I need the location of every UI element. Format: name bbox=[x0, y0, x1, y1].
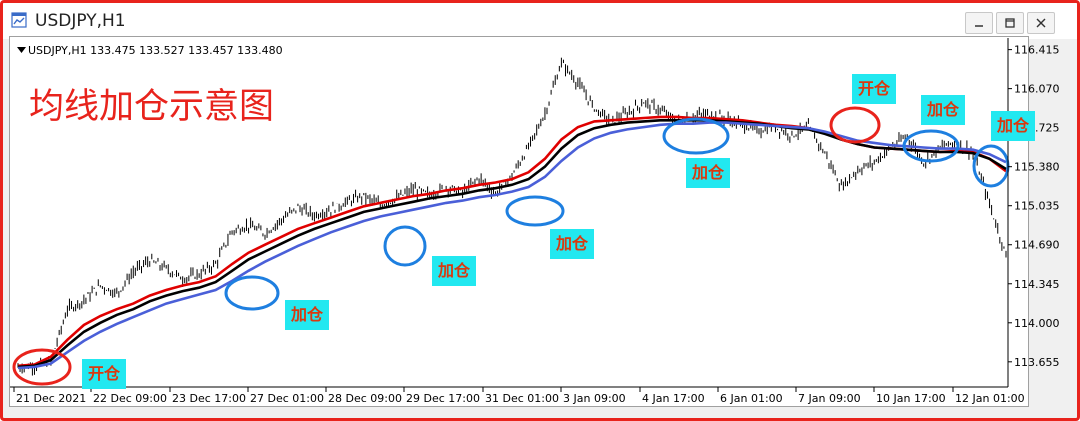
add-circle-2 bbox=[383, 225, 427, 267]
time-tick-label: 28 Dec 09:00 bbox=[328, 392, 402, 405]
time-tick-label: 7 Jan 09:00 bbox=[798, 392, 861, 405]
moving-averages bbox=[17, 115, 1007, 370]
minimize-button[interactable] bbox=[965, 12, 993, 34]
time-tick-label: 6 Jan 01:00 bbox=[720, 392, 783, 405]
tag-add-1: 加仓 bbox=[285, 300, 330, 330]
tag-add-5: 加仓 bbox=[921, 95, 966, 125]
price-tick-label: 116.415 bbox=[1014, 44, 1060, 57]
price-tick-label: 114.000 bbox=[1014, 317, 1060, 330]
restore-button[interactable] bbox=[996, 12, 1024, 34]
time-tick-label: 12 Jan 01:00 bbox=[955, 392, 1025, 405]
price-tick-label: 114.345 bbox=[1014, 278, 1060, 291]
annotation-title: 均线加仓示意图 bbox=[29, 87, 275, 127]
restore-icon bbox=[1005, 18, 1015, 28]
tag-add-3: 加仓 bbox=[550, 229, 595, 259]
tag-add-4: 加仓 bbox=[686, 158, 731, 188]
tag-add-2: 加仓 bbox=[432, 256, 477, 286]
window-titlebar[interactable]: USDJPY,H1 bbox=[3, 3, 1077, 39]
ma-fast-line bbox=[17, 115, 1007, 368]
ma-mid-line bbox=[17, 119, 1007, 369]
time-tick-label: 4 Jan 17:00 bbox=[642, 392, 705, 405]
tag-open-1: 开仓 bbox=[82, 359, 127, 389]
time-tick-label: 23 Dec 17:00 bbox=[172, 392, 246, 405]
price-tick-label: 115.035 bbox=[1014, 200, 1060, 213]
chart-window-icon bbox=[11, 12, 27, 28]
tag-add-6: 加仓 bbox=[991, 111, 1036, 141]
time-tick-label: 10 Jan 17:00 bbox=[876, 392, 946, 405]
add-circle-3 bbox=[505, 195, 565, 227]
price-axis: 116.415116.070115.725115.380115.035114.6… bbox=[1007, 38, 1060, 387]
time-tick-label: 31 Dec 01:00 bbox=[485, 392, 559, 405]
add-circle-1 bbox=[224, 275, 280, 311]
time-tick-label: 3 Jan 09:00 bbox=[563, 392, 626, 405]
time-tick-label: 27 Dec 01:00 bbox=[250, 392, 324, 405]
time-tick-label: 29 Dec 17:00 bbox=[406, 392, 480, 405]
minimize-icon bbox=[975, 25, 983, 27]
time-tick-label: 21 Dec 2021 bbox=[16, 392, 86, 405]
price-tick-label: 113.655 bbox=[1014, 356, 1060, 369]
tag-open-2: 开仓 bbox=[852, 74, 897, 104]
add-circle-5 bbox=[902, 129, 960, 163]
time-axis: 21 Dec 2021 22 Dec 09:00 23 Dec 17:00 27 De… bbox=[10, 386, 1025, 405]
close-button[interactable] bbox=[1027, 12, 1055, 34]
close-icon bbox=[1036, 18, 1046, 28]
open-circle-2 bbox=[829, 106, 881, 144]
time-tick-label: 22 Dec 09:00 bbox=[93, 392, 167, 405]
ohlc-readout: USDJPY,H1 133.475 133.527 133.457 133.48… bbox=[28, 44, 283, 57]
ma-slow-line bbox=[17, 121, 1007, 370]
open-circle-1 bbox=[12, 348, 72, 386]
entry-circles bbox=[12, 106, 1010, 386]
price-tick-label: 114.690 bbox=[1014, 239, 1060, 252]
price-tick-label: 115.380 bbox=[1014, 161, 1060, 174]
symbol-dropdown-icon[interactable] bbox=[17, 47, 26, 53]
add-circle-4 bbox=[662, 117, 730, 155]
price-tick-label: 116.070 bbox=[1014, 83, 1060, 96]
window-title: USDJPY,H1 bbox=[35, 11, 126, 31]
